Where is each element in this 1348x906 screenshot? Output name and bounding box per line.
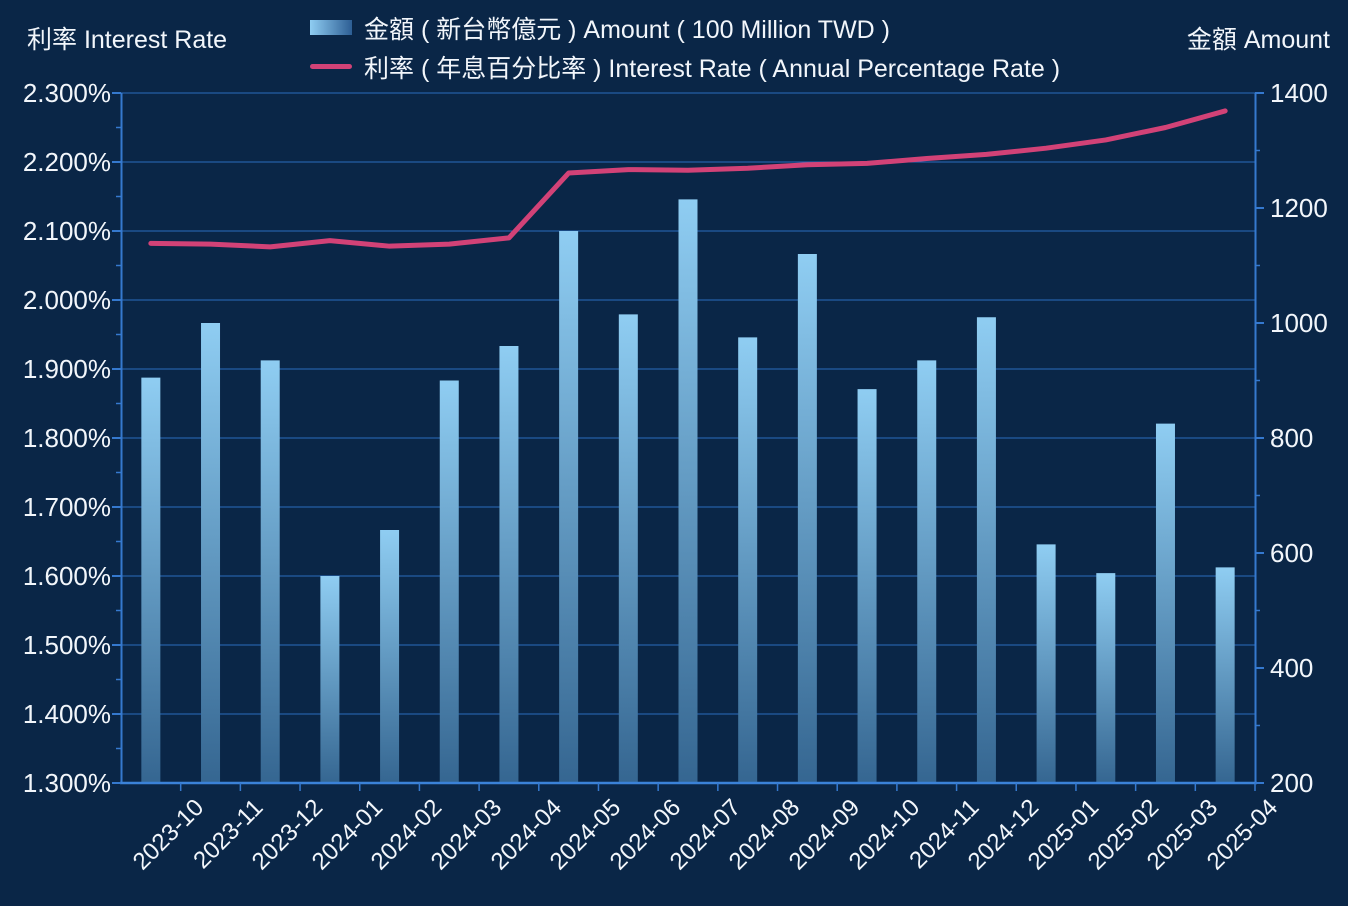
amount-bar: [499, 346, 519, 783]
left-axis-tick-label: 1.300%: [22, 768, 111, 798]
legend-item-rate[interactable]: 利率 ( 年息百分比率 ) Interest Rate ( Annual Per…: [310, 47, 1060, 86]
amount-bar: [1096, 573, 1116, 783]
left-axis-tick-label: 1.500%: [22, 630, 111, 660]
amount-bar: [380, 530, 400, 783]
right-axis-tick-label: 1200: [1270, 193, 1328, 223]
amount-bar: [201, 323, 221, 783]
right-axis-tick-label: 400: [1270, 653, 1314, 683]
left-axis-tick-label: 1.800%: [22, 423, 111, 453]
amount-bar: [618, 314, 638, 783]
amount-bar: [439, 380, 459, 783]
legend-item-amount[interactable]: 金額 ( 新台幣億元 ) Amount ( 100 Million TWD ): [310, 8, 1060, 47]
legend-label-amount: 金額 ( 新台幣億元 ) Amount ( 100 Million TWD ): [364, 15, 891, 44]
rate-series-swatch: [310, 64, 352, 69]
amount-bar: [738, 337, 758, 783]
amount-bar: [1036, 544, 1056, 783]
amount-bar: [1155, 423, 1175, 783]
left-axis-tick-label: 1.600%: [22, 561, 111, 591]
right-axis-tick-label: 1400: [1270, 78, 1328, 108]
amount-bar: [678, 199, 698, 783]
rate-line: [148, 108, 1228, 250]
left-axis-tick-label: 1.700%: [22, 492, 111, 522]
left-axis-title: 利率 Interest Rate: [27, 26, 228, 54]
left-axis-tick-label: 2.000%: [22, 285, 111, 315]
left-axis-tick-label: 2.100%: [22, 216, 111, 246]
amount-series-swatch: [310, 20, 352, 35]
left-axis-tick-label: 1.400%: [22, 699, 111, 729]
right-axis-tick-label: 800: [1270, 423, 1314, 453]
right-axis-tick-label: 200: [1270, 768, 1314, 798]
amount-bar: [857, 389, 877, 783]
amount-bar: [260, 360, 280, 783]
legend-label-rate: 利率 ( 年息百分比率 ) Interest Rate ( Annual Per…: [364, 54, 1061, 83]
right-axis-tick-label: 1000: [1270, 308, 1328, 338]
left-axis-tick-label: 2.300%: [22, 78, 111, 108]
amount-bar: [141, 377, 161, 783]
amount-bar: [976, 317, 996, 783]
amount-bar: [797, 254, 817, 783]
amount-bar: [559, 231, 579, 783]
left-axis-tick-label: 2.200%: [22, 147, 111, 177]
legend: 金額 ( 新台幣億元 ) Amount ( 100 Million TWD ) …: [310, 8, 1060, 86]
right-axis-tick-label: 600: [1270, 538, 1314, 568]
right-axis-title: 金額 Amount: [1186, 26, 1330, 54]
amount-bar: [320, 576, 340, 783]
amount-bar: [1215, 567, 1235, 783]
amount-bar: [917, 360, 937, 783]
left-axis-tick-label: 1.900%: [22, 354, 111, 384]
